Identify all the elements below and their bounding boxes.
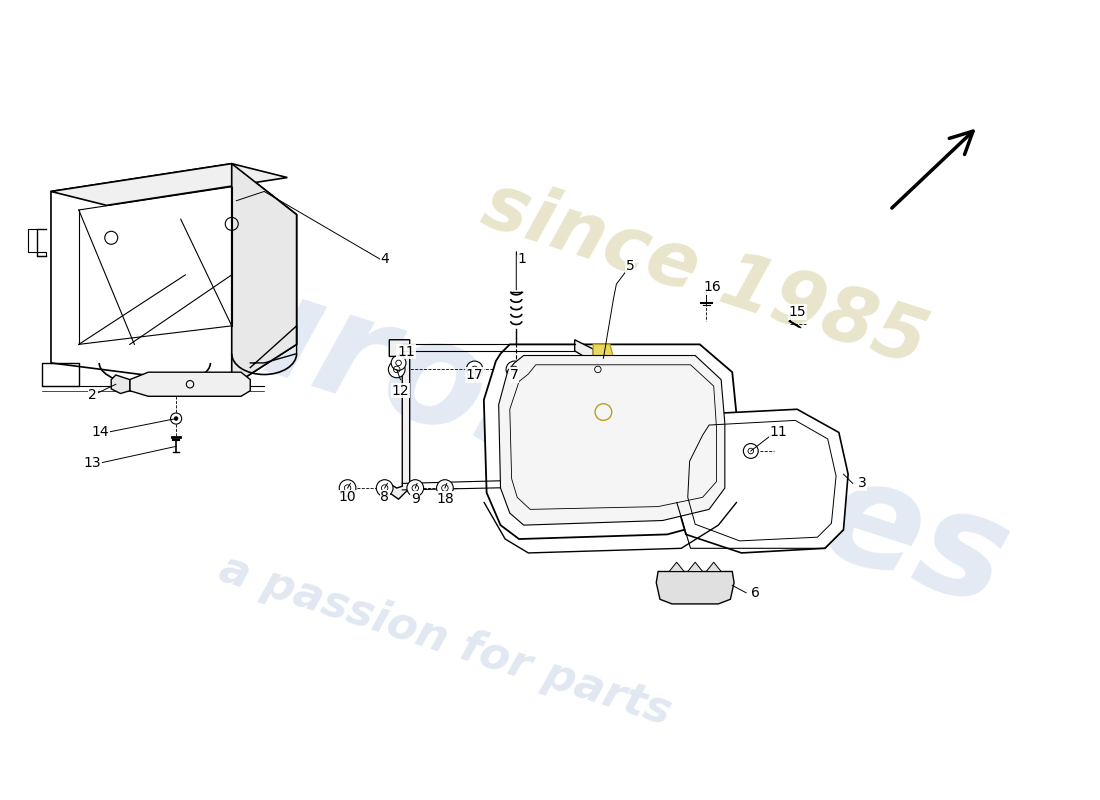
Polygon shape (51, 164, 297, 386)
Text: 6: 6 (751, 586, 760, 600)
Polygon shape (574, 340, 595, 493)
Polygon shape (706, 562, 722, 571)
Text: 8: 8 (381, 490, 389, 504)
Text: 1: 1 (517, 252, 526, 266)
Circle shape (466, 361, 483, 378)
Circle shape (744, 443, 758, 458)
Circle shape (590, 361, 606, 378)
Text: 2: 2 (88, 388, 97, 402)
Text: 15: 15 (789, 305, 806, 319)
Polygon shape (232, 164, 297, 386)
Polygon shape (389, 340, 409, 499)
Text: a passion for parts: a passion for parts (213, 547, 676, 734)
Text: 11: 11 (397, 345, 415, 359)
Text: 16: 16 (703, 280, 720, 294)
Polygon shape (688, 562, 703, 571)
Text: 3: 3 (858, 477, 867, 490)
Text: 13: 13 (84, 456, 101, 470)
Polygon shape (130, 372, 251, 396)
Polygon shape (657, 571, 734, 604)
Text: 5: 5 (626, 258, 635, 273)
Text: 10: 10 (339, 490, 356, 504)
Text: 11: 11 (770, 426, 788, 439)
Text: since 1985: since 1985 (473, 168, 936, 382)
Polygon shape (669, 562, 684, 571)
Text: 7: 7 (510, 368, 519, 382)
Text: 9: 9 (410, 492, 420, 506)
Circle shape (170, 413, 182, 424)
Circle shape (388, 361, 405, 378)
Circle shape (376, 480, 393, 496)
Text: 12: 12 (392, 384, 409, 398)
Text: 17: 17 (465, 368, 483, 382)
Circle shape (174, 417, 178, 420)
Circle shape (407, 480, 424, 496)
Text: 4: 4 (381, 252, 389, 266)
Circle shape (506, 361, 522, 378)
Polygon shape (498, 355, 725, 525)
Polygon shape (593, 344, 614, 478)
Circle shape (339, 480, 356, 496)
Polygon shape (484, 344, 737, 539)
Text: eurospares: eurospares (104, 218, 1026, 638)
Text: 18: 18 (436, 492, 454, 506)
Polygon shape (51, 164, 287, 206)
Circle shape (437, 480, 453, 496)
Polygon shape (111, 375, 130, 394)
Text: 14: 14 (91, 426, 109, 439)
Polygon shape (676, 410, 848, 553)
Circle shape (392, 355, 406, 370)
